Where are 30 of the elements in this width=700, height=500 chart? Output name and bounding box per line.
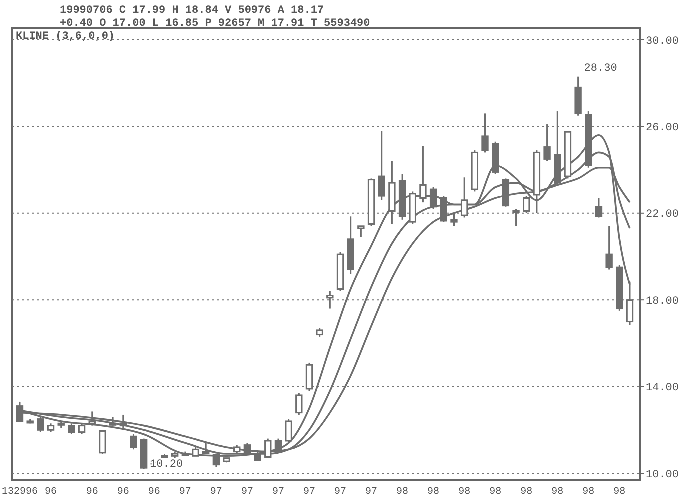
chart-title: KLINE (3,6,0,0) — [16, 31, 116, 43]
x-tick-label: 98 — [552, 487, 564, 498]
y-tick-label: 10.00 — [646, 469, 680, 482]
x-tick-label: 98 — [490, 487, 502, 498]
x-tick-label: 96 — [45, 487, 58, 498]
x-tick-label: 97 — [272, 487, 284, 498]
x-tick-label: 98 — [520, 487, 533, 498]
x-tick-label: 96 — [117, 487, 130, 498]
x-tick-label: 98 — [458, 487, 471, 498]
x-tick-label: 97 — [303, 487, 316, 498]
text: 19990706 C 17.99 H 18.84 V 50976 A 18.17 — [60, 5, 324, 17]
x-tick-label: 132996 — [2, 487, 38, 498]
text: +0.40 O 17.00 L 16.85 P 92657 M 17.91 T 5593490 — [60, 18, 370, 30]
y-tick-label: 18.00 — [646, 296, 680, 308]
annotation: 28.30 — [584, 62, 618, 75]
x-tick-label: 97 — [210, 487, 222, 498]
y-tick-label: 30.00 — [646, 36, 680, 48]
x-tick-label: 98 — [396, 487, 409, 498]
y-tick-label: 26.00 — [646, 122, 680, 135]
x-tick-label: 98 — [582, 487, 595, 498]
x-tick-label: 97 — [241, 487, 254, 498]
x-tick-label: 98 — [428, 487, 440, 498]
x-tick-label: 98 — [614, 487, 626, 498]
x-tick-label: 96 — [148, 487, 160, 498]
x-tick-label: 96 — [86, 487, 98, 498]
x-tick-label: 97 — [179, 487, 192, 498]
y-tick-label: 14.00 — [646, 382, 680, 395]
y-tick-label: 22.00 — [646, 209, 680, 222]
x-tick-label: 97 — [366, 487, 378, 498]
x-tick-label: 97 — [334, 487, 347, 498]
